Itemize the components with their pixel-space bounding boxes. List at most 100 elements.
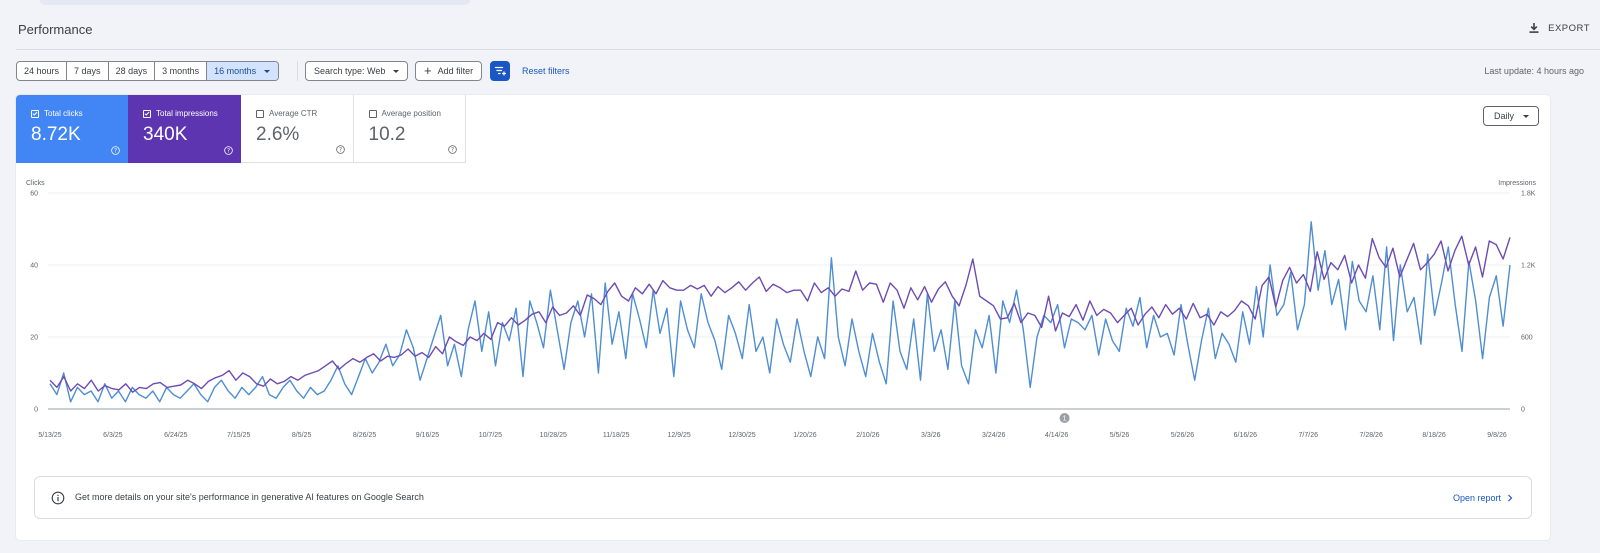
right-axis-title: Impressions — [1498, 180, 1536, 187]
annotation-label: 1 — [1063, 416, 1067, 423]
x-tick-label: 2/10/26 — [856, 432, 879, 439]
x-tick-label: 8/5/25 — [292, 432, 312, 439]
total-impressions-value: 340K — [143, 124, 188, 145]
svg-text:?: ? — [451, 148, 454, 154]
export-button[interactable]: EXPORT — [1528, 22, 1590, 34]
svg-text:?: ? — [114, 149, 117, 155]
performance-chart: Clicks Impressions 0 0 20 600 40 1.2K 60 1.8K 5/13… — [26, 180, 1537, 439]
svg-text:?: ? — [227, 149, 230, 155]
chevron-down-icon — [264, 69, 271, 73]
series-line-clicks — [49, 221, 1511, 403]
average-ctr-label: Average CTR — [269, 109, 318, 118]
checkbox-checked-icon[interactable] — [31, 109, 39, 118]
metric-average-position[interactable]: Average position 10.2 ? — [353, 95, 466, 163]
open-report-label: Open report — [1452, 493, 1501, 503]
search-type-dropdown[interactable]: Search type: Web — [305, 61, 409, 81]
info-icon — [51, 491, 65, 505]
help-icon[interactable]: ? — [448, 145, 457, 154]
svg-text:?: ? — [338, 148, 341, 154]
x-tick-label: 8/26/25 — [353, 432, 376, 439]
x-tick-label: 9/16/25 — [416, 432, 439, 439]
x-tick-label: 12/9/25 — [667, 432, 690, 439]
open-report-link[interactable]: Open report — [1453, 493, 1513, 503]
metric-average-ctr[interactable]: Average CTR 2.6% ? — [241, 95, 354, 163]
total-impressions-label: Total impressions — [156, 109, 218, 118]
right-tick-label: 0 — [1521, 407, 1525, 414]
x-tick-label: 7/28/26 — [1359, 432, 1382, 439]
range-24-hours[interactable]: 24 hours — [17, 62, 68, 80]
search-type-label: Search type: Web — [314, 66, 386, 76]
range-16-months-label: 16 months — [214, 66, 257, 76]
plus-icon: + — [424, 63, 432, 78]
checkbox-checked-icon[interactable] — [143, 109, 151, 118]
left-tick-label: 20 — [30, 335, 38, 342]
checkbox-unchecked-icon[interactable] — [368, 109, 377, 118]
granularity-label: Daily — [1494, 111, 1515, 121]
performance-card: Total clicks 8.72K ? Total impressions 3… — [16, 95, 1550, 540]
granularity-dropdown[interactable]: Daily — [1483, 106, 1539, 126]
metric-total-impressions[interactable]: Total impressions 340K ? — [128, 95, 241, 163]
average-position-value: 10.2 — [368, 124, 406, 145]
range-16-months[interactable]: 16 months — [207, 62, 279, 80]
average-position-label: Average position — [381, 109, 441, 118]
header-divider — [16, 49, 1600, 50]
page-header: Performance EXPORT — [0, 0, 1600, 52]
page-title: Performance — [18, 22, 93, 37]
right-tick-label: 1.2K — [1521, 263, 1536, 270]
x-tick-label: 6/3/25 — [103, 432, 123, 439]
date-range-group: 24 hours 7 days 28 days 3 months 16 mont… — [16, 61, 280, 81]
help-icon[interactable]: ? — [335, 145, 345, 154]
x-tick-label: 12/30/25 — [728, 432, 755, 439]
x-tick-label: 6/24/25 — [164, 432, 187, 439]
metric-label-row: Total impressions — [143, 109, 241, 118]
filter-icon — [494, 66, 506, 76]
metric-total-clicks[interactable]: Total clicks 8.72K ? — [16, 95, 128, 163]
series-line-impressions — [49, 235, 1511, 393]
x-tick-label: 5/5/26 — [1110, 432, 1130, 439]
right-tick-label: 1.8K — [1521, 191, 1536, 198]
left-tick-label: 40 — [30, 263, 38, 270]
x-tick-label: 10/7/25 — [479, 432, 502, 439]
filter-settings-button[interactable] — [490, 61, 510, 81]
x-tick-label: 5/13/25 — [38, 432, 61, 439]
chevron-down-icon — [393, 69, 400, 73]
ai-features-notice: Get more details on your site's performa… — [34, 476, 1532, 519]
reset-filters-link[interactable]: Reset filters — [522, 66, 570, 76]
help-icon[interactable]: ? — [111, 146, 120, 155]
notice-text: Get more details on your site's performa… — [75, 492, 424, 502]
metric-label-row: Total clicks — [31, 109, 128, 118]
last-update-text: Last update: 4 hours ago — [1484, 66, 1584, 76]
range-7-days[interactable]: 7 days — [67, 62, 109, 80]
x-tick-label: 10/28/25 — [540, 432, 567, 439]
filter-toolbar: 24 hours 7 days 28 days 3 months 16 mont… — [16, 61, 1584, 81]
metric-label-row: Average position — [368, 109, 466, 118]
range-28-days[interactable]: 28 days — [109, 62, 156, 80]
range-3-months[interactable]: 3 months — [155, 62, 208, 80]
x-tick-label: 11/18/25 — [603, 432, 630, 439]
x-tick-label: 7/15/25 — [227, 432, 250, 439]
x-tick-label: 9/8/26 — [1487, 432, 1507, 439]
x-tick-label: 6/16/26 — [1234, 432, 1257, 439]
annotation-marker — [1059, 413, 1070, 423]
add-filter-button[interactable]: + Add filter — [415, 61, 483, 81]
x-tick-label: 5/26/26 — [1171, 432, 1194, 439]
total-clicks-label: Total clicks — [44, 109, 83, 118]
metric-tabs: Total clicks 8.72K ? Total impressions 3… — [16, 95, 466, 163]
x-tick-label: 3/24/26 — [982, 432, 1005, 439]
checkbox-unchecked-icon[interactable] — [256, 109, 264, 118]
left-axis-title: Clicks — [26, 180, 45, 187]
top-strip — [40, 0, 470, 5]
x-tick-label: 4/14/26 — [1045, 432, 1068, 439]
metric-label-row: Average CTR — [256, 109, 353, 118]
toolbar-divider — [297, 61, 298, 81]
help-icon[interactable]: ? — [224, 146, 233, 155]
export-label: EXPORT — [1548, 22, 1590, 34]
chevron-down-icon — [1523, 114, 1529, 118]
left-tick-label: 0 — [34, 407, 38, 414]
x-tick-label: 8/18/26 — [1422, 432, 1445, 439]
right-tick-label: 600 — [1521, 335, 1533, 342]
x-tick-label: 1/20/26 — [793, 432, 816, 439]
x-tick-label: 3/3/26 — [921, 432, 941, 439]
add-filter-label: Add filter — [437, 66, 474, 76]
chevron-right-icon — [1508, 494, 1513, 502]
